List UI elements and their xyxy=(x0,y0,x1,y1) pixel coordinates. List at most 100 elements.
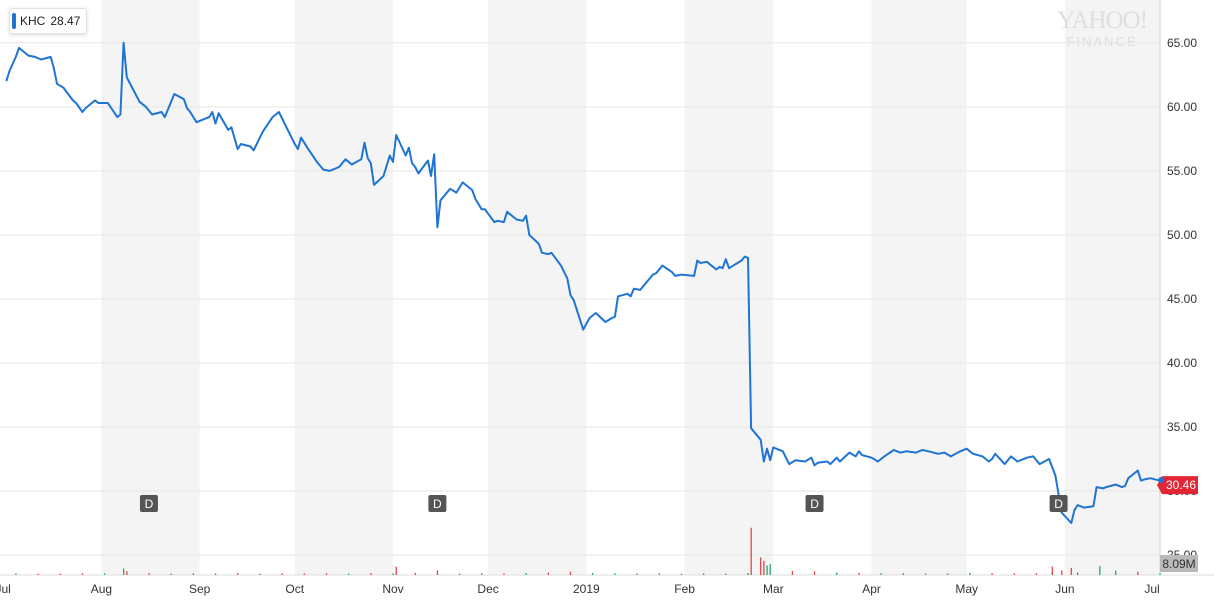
x-tick-label: Nov xyxy=(382,582,403,596)
volume-bar xyxy=(1099,566,1101,575)
volume-bar xyxy=(592,573,594,575)
volume-bar xyxy=(170,573,172,575)
x-tick-label: Mar xyxy=(763,582,784,596)
x-axis-labels: Jul Aug Sep Oct Nov Dec 2019 Feb Mar Apr May Jun Jul xyxy=(0,582,1160,596)
volume-bar xyxy=(1070,567,1072,575)
x-tick-label: Oct xyxy=(285,582,304,596)
yahoo-finance-logo: YAHOO! FINANCE xyxy=(1052,8,1152,48)
volume-bar xyxy=(902,573,904,575)
volume-bar xyxy=(813,571,816,575)
volume-bar xyxy=(237,573,239,575)
dividend-badge xyxy=(428,495,447,512)
x-tick-label: Aug xyxy=(91,582,112,596)
volume-bar xyxy=(880,573,882,575)
volume-bar xyxy=(791,570,794,575)
volume-bar xyxy=(126,571,128,575)
dividend-marker[interactable]: D xyxy=(1049,495,1068,512)
series-color-swatch xyxy=(12,13,16,29)
x-tick-label: Feb xyxy=(674,582,695,596)
dividend-label: D xyxy=(810,497,819,511)
y-tick-label: 35.00 xyxy=(1167,420,1197,434)
ticker-symbol: KHC xyxy=(20,14,46,28)
volume-bar xyxy=(259,573,261,575)
volume-bar xyxy=(1013,573,1015,575)
x-tick-label: Dec xyxy=(477,582,498,596)
volume-bar xyxy=(503,573,505,575)
volume-bar xyxy=(436,570,439,575)
x-tick-label: Jul xyxy=(1144,582,1159,596)
volume-bars xyxy=(15,527,1161,575)
volume-bar xyxy=(37,573,39,575)
volume-bar xyxy=(569,571,572,575)
volume-bar xyxy=(858,572,860,575)
volume-bar xyxy=(760,557,762,575)
y-axis-labels: 25.0030.0035.0040.0045.0050.0055.0060.00… xyxy=(1167,36,1197,562)
x-tick-label: 2019 xyxy=(573,582,600,596)
volume-bar xyxy=(281,573,283,575)
volume-bar xyxy=(614,573,616,575)
axis-badges: 30.46 8.09M xyxy=(1157,476,1198,572)
x-tick-label: May xyxy=(955,582,978,596)
month-band xyxy=(294,0,394,575)
last-price-badge xyxy=(1157,476,1198,495)
volume-text: 8.09M xyxy=(1162,557,1195,571)
volume-bar xyxy=(148,573,150,575)
volume-bar xyxy=(703,573,705,575)
ticker-legend[interactable]: KHC 28.47 xyxy=(9,8,88,34)
volume-bar xyxy=(1061,570,1063,575)
month-band xyxy=(871,0,967,575)
month-band xyxy=(1064,0,1160,575)
y-tick-label: 60.00 xyxy=(1167,100,1197,114)
volume-bar xyxy=(636,573,638,575)
y-tick-label: 65.00 xyxy=(1167,36,1197,50)
volume-bar xyxy=(103,573,106,575)
volume-bar xyxy=(947,573,949,575)
volume-bar xyxy=(370,572,372,575)
volume-bar xyxy=(481,573,483,575)
dividend-marker[interactable]: D xyxy=(139,495,158,512)
y-tick-label: 40.00 xyxy=(1167,356,1197,370)
volume-bar xyxy=(766,565,768,575)
dividend-badge xyxy=(139,495,158,512)
volume-bar xyxy=(680,573,683,575)
dividend-badge xyxy=(805,495,824,512)
volume-bar xyxy=(547,572,550,575)
volume-bar xyxy=(414,572,416,575)
logo-line-1: YAHOO! xyxy=(1057,7,1148,34)
volume-bar xyxy=(1115,570,1117,575)
dividend-label: D xyxy=(1054,497,1063,511)
volume-bar xyxy=(836,572,838,575)
dividend-marker[interactable]: D xyxy=(805,495,824,512)
dividend-badge xyxy=(1049,495,1068,512)
volume-bar xyxy=(969,572,971,575)
volume-bar xyxy=(192,573,195,575)
volume-badge xyxy=(1160,555,1198,572)
volume-bar xyxy=(81,573,84,575)
volume-bar xyxy=(303,573,305,575)
volume-bar xyxy=(348,573,350,575)
volume-bar xyxy=(458,573,461,575)
volume-bar xyxy=(392,573,394,575)
logo-line-2: FINANCE xyxy=(1066,34,1138,49)
volume-bar xyxy=(658,573,660,575)
month-band xyxy=(488,0,587,575)
volume-bar xyxy=(750,527,752,575)
y-tick-label: 50.00 xyxy=(1167,228,1197,242)
last-price-text: 30.46 xyxy=(1166,478,1196,492)
volume-bar xyxy=(1076,572,1079,575)
dividend-marker[interactable]: D xyxy=(428,495,447,512)
volume-bar xyxy=(725,573,727,575)
price-line[interactable] xyxy=(5,41,1164,524)
month-bands xyxy=(101,0,1160,575)
dividend-label: D xyxy=(145,497,154,511)
y-tick-label: 55.00 xyxy=(1167,164,1197,178)
month-band xyxy=(684,0,774,575)
volume-bar xyxy=(525,573,527,575)
y-tick-label: 45.00 xyxy=(1167,292,1197,306)
volume-bar xyxy=(395,566,397,575)
volume-bar xyxy=(991,573,993,575)
x-tick-label: Jul xyxy=(0,582,11,596)
x-tick-label: Apr xyxy=(862,582,881,596)
